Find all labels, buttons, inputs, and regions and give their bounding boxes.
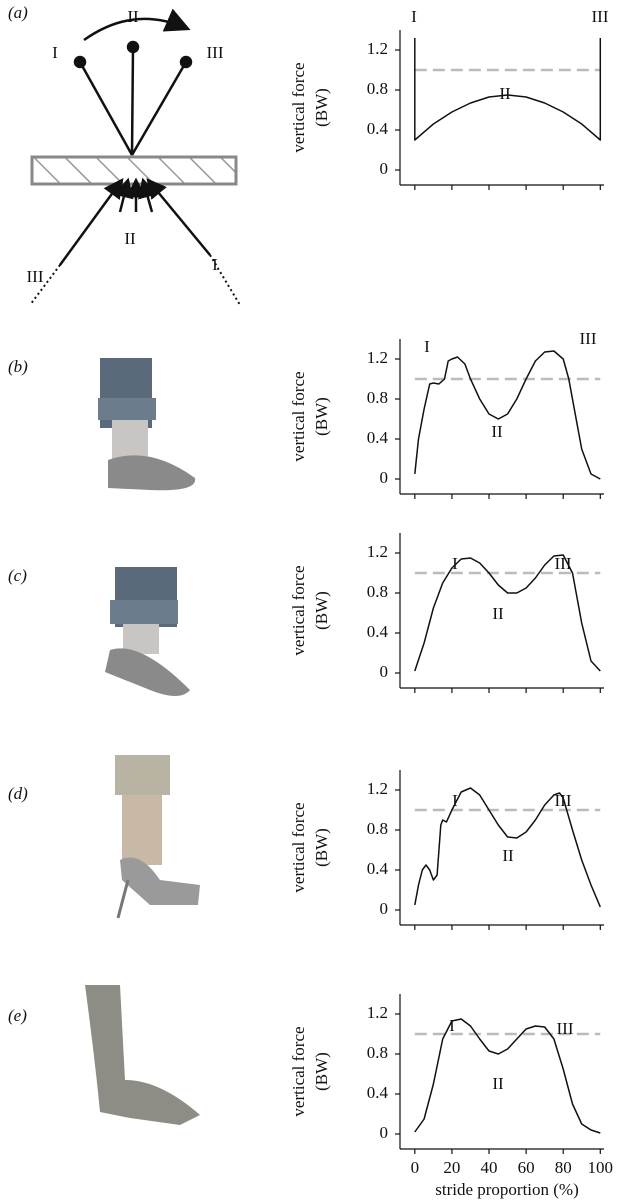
foot-image	[85, 985, 200, 1125]
y-tick-label: 0.4	[367, 859, 389, 878]
annotation: I	[452, 554, 458, 573]
data-line	[414, 554, 601, 672]
diagram-label: II	[127, 7, 139, 26]
y-axis-label: vertical force	[289, 565, 308, 655]
x-tick-label: 60	[518, 1158, 535, 1177]
diagram-label: III	[207, 43, 224, 62]
foot-image	[105, 567, 190, 696]
annotation: II	[492, 1074, 504, 1093]
y-tick-label: 0.4	[367, 622, 389, 641]
y-tick-label: 0.4	[367, 428, 389, 447]
x-tick-label: 80	[555, 1158, 572, 1177]
data-line	[414, 38, 602, 141]
annotation: III	[555, 554, 572, 573]
annotation: I	[411, 7, 417, 26]
y-tick-label: 1.2	[367, 542, 388, 561]
annotation: I	[424, 337, 430, 356]
annotation: III	[557, 1019, 574, 1038]
y-tick-label: 0.8	[367, 388, 388, 407]
y-axis-label: vertical force	[289, 371, 308, 461]
x-tick-label: 100	[588, 1158, 614, 1177]
y-tick-label: 0	[380, 468, 389, 487]
y-axis-label: (BW)	[312, 88, 331, 127]
foot-image	[115, 755, 200, 919]
y-axis-label: (BW)	[312, 1052, 331, 1091]
y-tick-label: 1.2	[367, 779, 388, 798]
panel-label: (a)	[8, 3, 28, 22]
diagram-label: I	[212, 255, 218, 274]
annotation: III	[555, 791, 572, 810]
foot-image	[98, 358, 196, 491]
y-tick-label: 0	[380, 899, 389, 918]
x-tick-label: 20	[443, 1158, 460, 1177]
y-tick-label: 0	[380, 1123, 389, 1142]
annotation: II	[492, 604, 504, 623]
diagram-label: I	[52, 43, 58, 62]
annotation: I	[452, 791, 458, 810]
diagram-label: III	[27, 267, 44, 286]
y-tick-label: 0.8	[367, 79, 388, 98]
y-tick-label: 0	[380, 159, 389, 178]
y-axis-label: (BW)	[312, 591, 331, 630]
y-tick-label: 0.8	[367, 1043, 388, 1062]
x-tick-label: 40	[481, 1158, 498, 1177]
annotation: III	[580, 329, 597, 348]
data-line	[414, 350, 601, 480]
diagram	[29, 8, 241, 306]
annotation: II	[499, 84, 511, 103]
panel-label: (e)	[8, 1006, 27, 1025]
panel-label: (b)	[8, 357, 28, 376]
x-axis-label: stride proportion (%)	[435, 1180, 579, 1199]
data-line	[414, 787, 601, 908]
y-axis-label: vertical force	[289, 802, 308, 892]
y-tick-label: 1.2	[367, 1003, 388, 1022]
y-tick-label: 0.8	[367, 819, 388, 838]
x-tick-label: 0	[411, 1158, 420, 1177]
annotation: I	[449, 1016, 455, 1035]
annotation: II	[491, 422, 503, 441]
y-axis-label: (BW)	[312, 397, 331, 436]
y-tick-label: 0.4	[367, 119, 389, 138]
y-tick-label: 0.8	[367, 582, 388, 601]
diagram-label: II	[124, 229, 136, 248]
annotation: II	[502, 846, 514, 865]
y-tick-label: 1.2	[367, 39, 388, 58]
annotation: III	[592, 7, 609, 26]
panel-label: (c)	[8, 566, 27, 585]
y-tick-label: 0.4	[367, 1083, 389, 1102]
panel-label: (d)	[8, 784, 28, 803]
y-axis-label: vertical force	[289, 62, 308, 152]
y-tick-label: 0	[380, 662, 389, 681]
y-axis-label: (BW)	[312, 828, 331, 867]
data-line	[414, 1018, 601, 1134]
y-tick-label: 1.2	[367, 348, 388, 367]
y-axis-label: vertical force	[289, 1026, 308, 1116]
